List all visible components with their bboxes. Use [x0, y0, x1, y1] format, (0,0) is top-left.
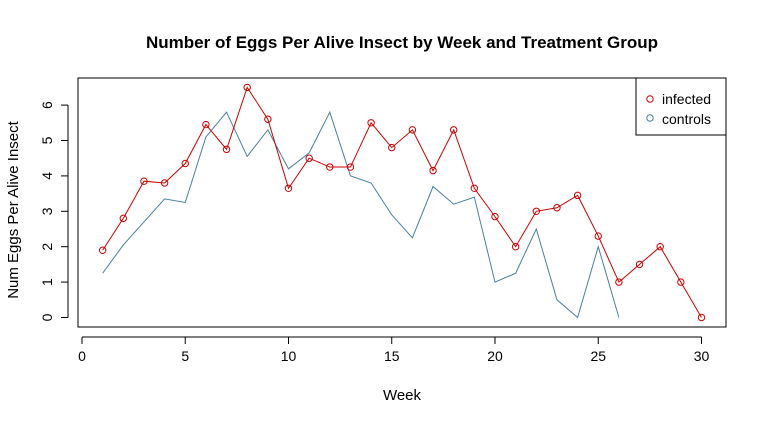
y-tick-label: 4	[39, 172, 55, 180]
data-point-infected	[532, 207, 540, 216]
data-point-infected	[615, 278, 623, 286]
x-tick-label: 25	[590, 348, 606, 364]
x-axis-label: Week	[383, 387, 422, 404]
data-point-infected	[222, 145, 231, 154]
data-point-infected	[140, 177, 148, 185]
series-line-controls	[102, 110, 620, 319]
data-point-infected	[594, 232, 602, 240]
x-tick-label: 0	[78, 348, 86, 364]
data-point-infected	[635, 260, 644, 269]
y-tick-label: 2	[39, 243, 55, 251]
data-point-infected	[264, 115, 272, 123]
data-point-infected	[491, 212, 499, 221]
data-point-infected	[119, 214, 128, 223]
data-point-infected	[202, 120, 210, 129]
x-tick-label: 20	[487, 348, 503, 364]
series-layer	[98, 83, 706, 322]
y-tick-label: 0	[39, 313, 55, 321]
x-tick-label: 30	[694, 348, 710, 364]
data-point-infected	[326, 163, 334, 171]
series-line-infected	[102, 86, 702, 318]
data-point-infected	[243, 83, 251, 92]
x-tick-label: 15	[384, 348, 400, 364]
data-point-infected	[511, 243, 520, 251]
data-point-infected	[388, 143, 396, 152]
data-point-infected	[429, 166, 437, 175]
y-tick-label: 5	[39, 136, 55, 144]
data-point-infected	[284, 184, 293, 192]
chart-title: Number of Eggs Per Alive Insect by Week …	[146, 33, 658, 52]
legend-box	[635, 77, 727, 136]
data-point-infected	[450, 126, 458, 134]
x-tick-label: 10	[281, 348, 297, 364]
data-point-infected	[98, 246, 107, 254]
data-point-infected	[470, 184, 479, 192]
data-point-infected	[553, 204, 561, 212]
y-tick-label: 6	[39, 101, 55, 109]
data-point-infected	[160, 179, 169, 187]
series-controls	[102, 110, 620, 319]
data-point-infected	[573, 191, 582, 200]
data-point-infected	[305, 154, 313, 162]
y-tick-label: 3	[39, 207, 55, 215]
x-tick-label: 5	[181, 348, 189, 364]
data-point-infected	[346, 163, 355, 171]
y-axis-label: Num Eggs Per Alive Insect	[5, 120, 22, 298]
legend-marker-controls	[646, 114, 654, 122]
plot-frame	[77, 77, 727, 328]
legend-label-controls: controls	[662, 111, 711, 127]
data-point-infected	[408, 126, 417, 134]
data-point-infected	[367, 119, 375, 127]
data-point-infected	[181, 159, 189, 168]
x-axis: 0 5 10 15 20 25 30	[78, 336, 710, 364]
y-axis: 0 1 2 3 4 5 6	[39, 101, 69, 321]
data-point-infected	[656, 243, 664, 251]
y-tick-label: 1	[39, 278, 55, 286]
legend-label-infected: infected	[662, 91, 711, 107]
data-point-infected	[677, 278, 685, 286]
series-infected	[98, 83, 706, 322]
legend: infected controls	[635, 77, 727, 136]
data-point-infected	[697, 313, 706, 322]
legend-marker-infected	[646, 95, 654, 103]
